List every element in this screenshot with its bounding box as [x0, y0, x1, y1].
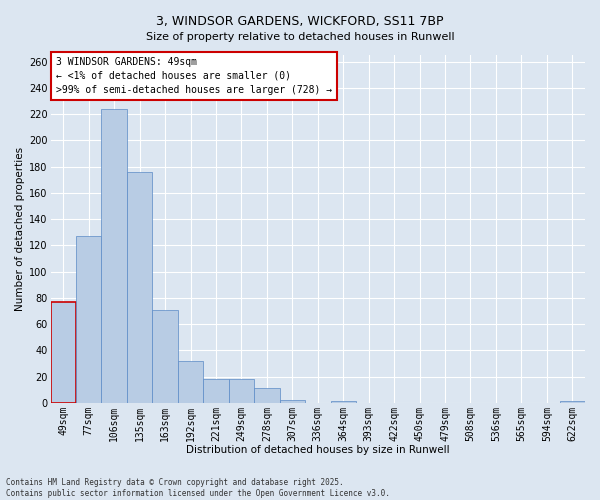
Bar: [127, 172, 152, 403]
Bar: [331, 402, 356, 403]
Y-axis label: Number of detached properties: Number of detached properties: [15, 147, 25, 311]
Bar: [178, 361, 203, 403]
Bar: [254, 388, 280, 403]
Bar: [152, 310, 178, 403]
Text: Size of property relative to detached houses in Runwell: Size of property relative to detached ho…: [146, 32, 454, 42]
Bar: [280, 400, 305, 403]
Bar: [203, 379, 229, 403]
X-axis label: Distribution of detached houses by size in Runwell: Distribution of detached houses by size …: [186, 445, 449, 455]
Bar: [76, 236, 101, 403]
Bar: [560, 402, 585, 403]
Bar: [50, 302, 76, 403]
Text: Contains HM Land Registry data © Crown copyright and database right 2025.
Contai: Contains HM Land Registry data © Crown c…: [6, 478, 390, 498]
Text: 3, WINDSOR GARDENS, WICKFORD, SS11 7BP: 3, WINDSOR GARDENS, WICKFORD, SS11 7BP: [156, 15, 444, 28]
Text: 3 WINDSOR GARDENS: 49sqm
← <1% of detached houses are smaller (0)
>99% of semi-d: 3 WINDSOR GARDENS: 49sqm ← <1% of detach…: [56, 56, 332, 94]
Bar: [101, 109, 127, 403]
Bar: [229, 379, 254, 403]
